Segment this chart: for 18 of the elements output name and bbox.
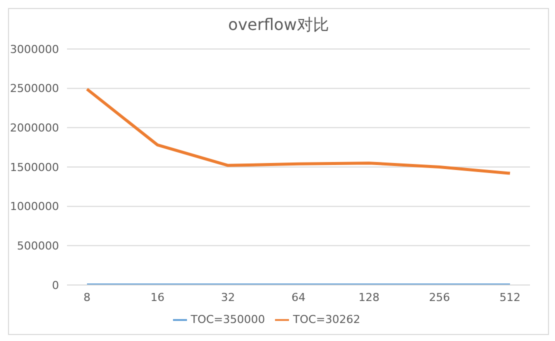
x-tick-label: 16 [150,290,164,304]
x-tick-label: 64 [292,290,306,304]
x-tick-label: 256 [429,290,450,304]
y-tick-label: 1500000 [10,160,59,174]
x-tick-label: 512 [500,290,520,304]
y-tick-label: 3000000 [10,42,59,56]
y-tick-label: 2000000 [10,122,59,135]
x-tick-label: 32 [221,290,235,304]
y-tick-label: 1000000 [10,200,59,214]
x-tick-label: 128 [358,290,380,304]
y-tick-label: 2500000 [10,82,59,96]
legend-label: TOC=350000 [190,313,265,326]
chart-title: overflow对比 [227,15,330,36]
y-tick-label: 0 [52,278,59,292]
line-series [86,88,512,175]
x-tick-label: 8 [84,290,90,304]
y-tick-label: 500000 [17,240,59,253]
legend-label: TOC=30262 [293,313,360,326]
